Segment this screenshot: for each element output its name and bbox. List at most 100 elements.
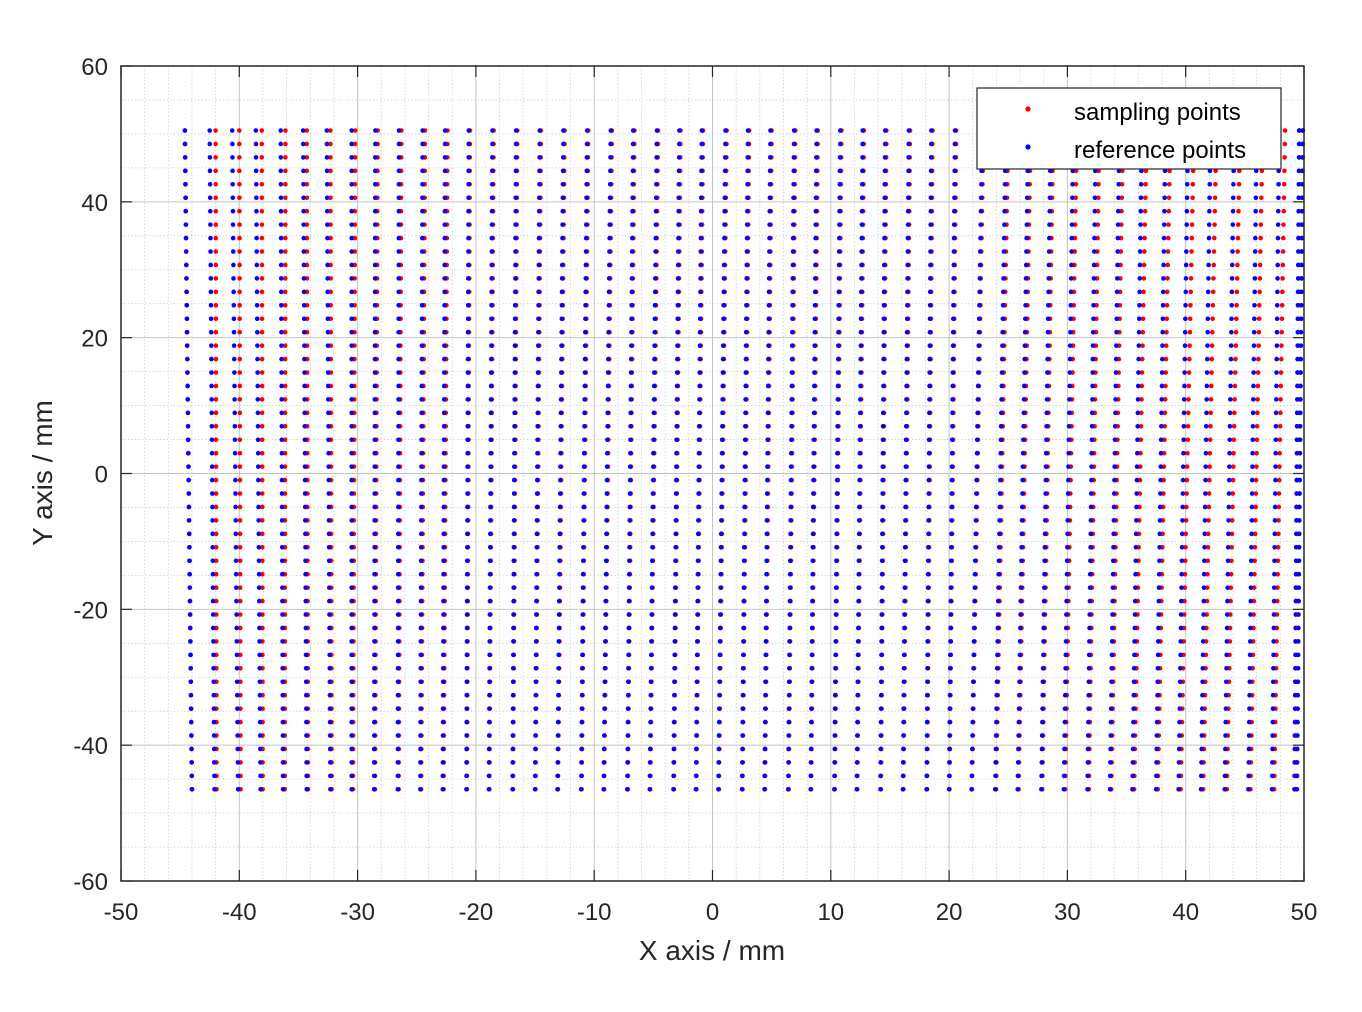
sampling-point	[1207, 437, 1213, 443]
reference-point	[442, 356, 447, 362]
reference-point	[326, 424, 331, 429]
reference-point	[762, 746, 768, 752]
sampling-point	[282, 303, 288, 308]
reference-point	[188, 652, 193, 658]
reference-point	[606, 329, 611, 335]
reference-point	[832, 706, 838, 711]
reference-point	[186, 531, 192, 537]
reference-point	[537, 168, 542, 174]
reference-point	[650, 491, 656, 496]
reference-point	[1116, 195, 1121, 201]
reference-point	[1183, 316, 1188, 322]
reference-point	[579, 719, 585, 725]
reference-point	[763, 612, 769, 617]
reference-point	[419, 276, 425, 281]
reference-point	[1223, 692, 1229, 698]
reference-point	[652, 329, 658, 335]
reference-point	[949, 491, 955, 496]
reference-point	[418, 773, 423, 779]
reference-point	[488, 504, 493, 510]
reference-point	[187, 558, 192, 564]
reference-point	[1249, 504, 1255, 510]
reference-point	[1018, 585, 1024, 590]
reference-point	[1067, 370, 1073, 375]
reference-point	[372, 679, 377, 685]
reference-point	[304, 760, 309, 765]
reference-point	[903, 491, 908, 496]
sampling-point	[1138, 437, 1144, 443]
reference-point	[278, 182, 284, 187]
reference-point	[209, 477, 215, 483]
sampling-point	[237, 128, 242, 133]
reference-point	[1070, 195, 1075, 201]
sampling-point	[237, 356, 243, 362]
reference-point	[1183, 289, 1189, 295]
reference-point	[254, 235, 259, 241]
reference-point	[673, 477, 679, 483]
reference-point	[1270, 679, 1276, 685]
sampling-point	[1276, 518, 1281, 523]
sampling-point	[1256, 343, 1261, 348]
reference-point	[510, 719, 516, 725]
reference-point	[834, 518, 840, 523]
reference-point	[301, 208, 306, 214]
reference-point	[1273, 450, 1278, 456]
reference-point	[879, 612, 885, 617]
sampling-point	[1254, 437, 1260, 443]
reference-point	[1275, 249, 1281, 254]
reference-point	[901, 733, 906, 738]
reference-point	[1134, 518, 1139, 523]
reference-point	[948, 598, 954, 604]
reference-point	[1045, 356, 1050, 362]
reference-point	[924, 746, 930, 752]
reference-point	[583, 235, 589, 241]
reference-point	[789, 383, 795, 389]
reference-point	[233, 558, 239, 564]
reference-point	[533, 639, 539, 644]
reference-point	[1020, 450, 1026, 456]
reference-point	[608, 141, 613, 147]
reference-point	[256, 571, 262, 577]
reference-point	[834, 491, 840, 496]
reference-point	[905, 222, 911, 227]
reference-point	[1205, 316, 1211, 322]
reference-point	[765, 477, 770, 483]
reference-point	[1177, 719, 1182, 725]
reference-point	[881, 316, 887, 322]
reference-point	[925, 585, 931, 590]
reference-point	[673, 518, 679, 523]
sampling-point	[259, 289, 265, 295]
reference-point	[255, 329, 260, 335]
reference-point	[301, 276, 307, 281]
reference-point	[372, 303, 378, 308]
reference-point	[535, 370, 541, 375]
reference-point	[349, 477, 354, 483]
reference-point	[420, 208, 425, 214]
sampling-point	[1235, 222, 1241, 227]
reference-point	[1000, 329, 1005, 335]
reference-point	[788, 518, 793, 523]
reference-point	[835, 356, 841, 362]
sampling-point	[1183, 545, 1188, 550]
reference-point	[1155, 692, 1160, 698]
reference-point	[902, 545, 908, 550]
reference-point	[327, 692, 333, 698]
reference-point	[556, 639, 562, 644]
reference-point	[902, 625, 907, 631]
sampling-point	[352, 182, 358, 187]
reference-point	[697, 343, 703, 348]
reference-point	[927, 289, 933, 295]
reference-point	[464, 571, 470, 577]
reference-point	[1132, 652, 1137, 658]
reference-point	[211, 692, 217, 698]
reference-point	[949, 518, 954, 523]
sampling-point	[260, 545, 265, 550]
reference-point	[1203, 491, 1208, 496]
reference-point	[626, 598, 632, 604]
reference-point	[209, 437, 215, 443]
sampling-point	[237, 410, 243, 416]
reference-point	[924, 787, 929, 792]
grid-lines	[120, 65, 1305, 882]
reference-point	[630, 128, 636, 133]
sampling-point	[213, 343, 219, 348]
